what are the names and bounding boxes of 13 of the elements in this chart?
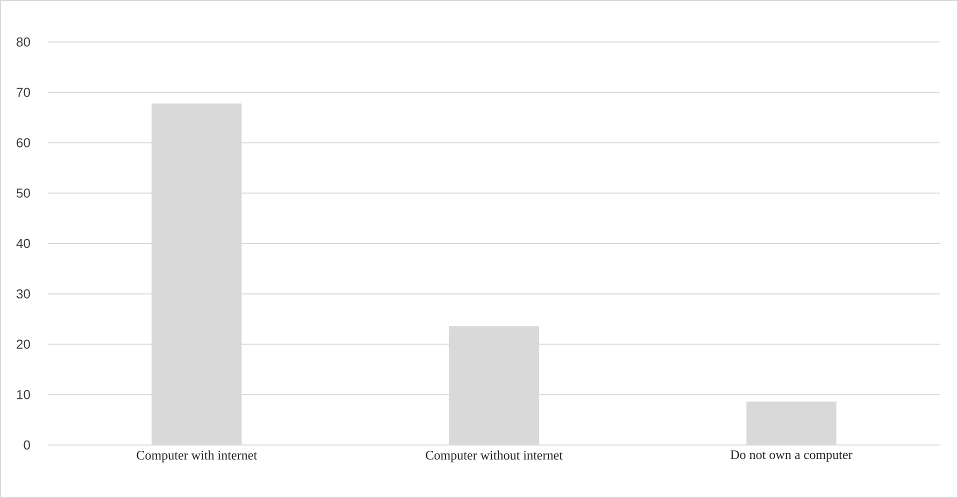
y-tick-label: 10	[17, 390, 30, 400]
y-tick-label: 50	[16, 188, 30, 198]
y-tick-label: 0	[24, 440, 30, 450]
y-tick-label: 30	[16, 289, 30, 298]
y-tick-label: 80	[16, 37, 30, 47]
y-tick-label: 20	[16, 340, 30, 349]
y-tick-label: 40	[16, 238, 30, 248]
x-tick-label: Computer without internet	[426, 450, 563, 462]
y-tick-label: 60	[16, 138, 30, 148]
x-tick-label: Do not own a computer	[730, 450, 852, 462]
x-tick-label: Computer with internet	[136, 450, 258, 462]
y-tick-label: 70	[16, 88, 30, 97]
bar	[746, 402, 836, 445]
